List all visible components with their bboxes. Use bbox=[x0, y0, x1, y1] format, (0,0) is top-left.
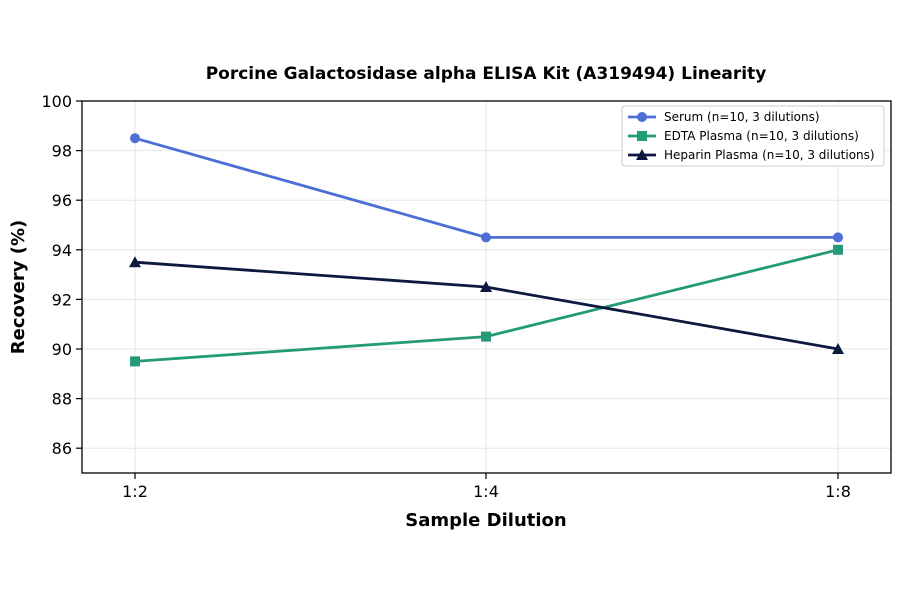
x-axis: 1:2 1:4 1:8 bbox=[122, 473, 851, 501]
data-point bbox=[130, 356, 140, 367]
y-axis: 86 88 90 92 94 96 98 100 bbox=[41, 92, 82, 458]
y-tick-label: 98 bbox=[52, 142, 72, 161]
data-point bbox=[481, 232, 491, 243]
x-tick-label: 1:4 bbox=[473, 482, 499, 501]
y-tick-label: 86 bbox=[52, 439, 72, 458]
legend-swatch-marker bbox=[636, 149, 648, 160]
legend-swatch-marker bbox=[637, 112, 647, 122]
legend-swatch-marker bbox=[637, 131, 647, 141]
y-tick-label: 88 bbox=[52, 390, 72, 409]
data-point bbox=[832, 343, 844, 354]
y-tick-label: 96 bbox=[52, 191, 72, 210]
y-tick-label: 100 bbox=[41, 92, 72, 111]
data-point bbox=[833, 232, 843, 243]
data-point bbox=[480, 281, 492, 292]
legend-label: Heparin Plasma (n=10, 3 dilutions) bbox=[664, 148, 875, 162]
data-point bbox=[481, 331, 491, 342]
legend-label: Serum (n=10, 3 dilutions) bbox=[664, 110, 820, 124]
data-point bbox=[129, 256, 141, 268]
x-axis-label: Sample Dilution bbox=[405, 510, 566, 531]
series-layer bbox=[129, 133, 844, 367]
chart-title: Porcine Galactosidase alpha ELISA Kit (A… bbox=[206, 64, 767, 84]
legend-box bbox=[621, 105, 885, 167]
y-tick-label: 94 bbox=[52, 241, 72, 260]
data-point bbox=[130, 133, 140, 144]
x-tick-label: 1:8 bbox=[825, 482, 851, 501]
y-tick-label: 90 bbox=[52, 340, 72, 359]
x-tick-label: 1:2 bbox=[122, 482, 148, 501]
legend-label: EDTA Plasma (n=10, 3 dilutions) bbox=[664, 129, 859, 143]
y-axis-label: Recovery (%) bbox=[8, 220, 29, 354]
legend: Serum (n=10, 3 dilutions) EDTA Plasma (n=… bbox=[621, 105, 885, 167]
y-tick-label: 92 bbox=[52, 290, 72, 309]
data-point bbox=[833, 244, 843, 255]
